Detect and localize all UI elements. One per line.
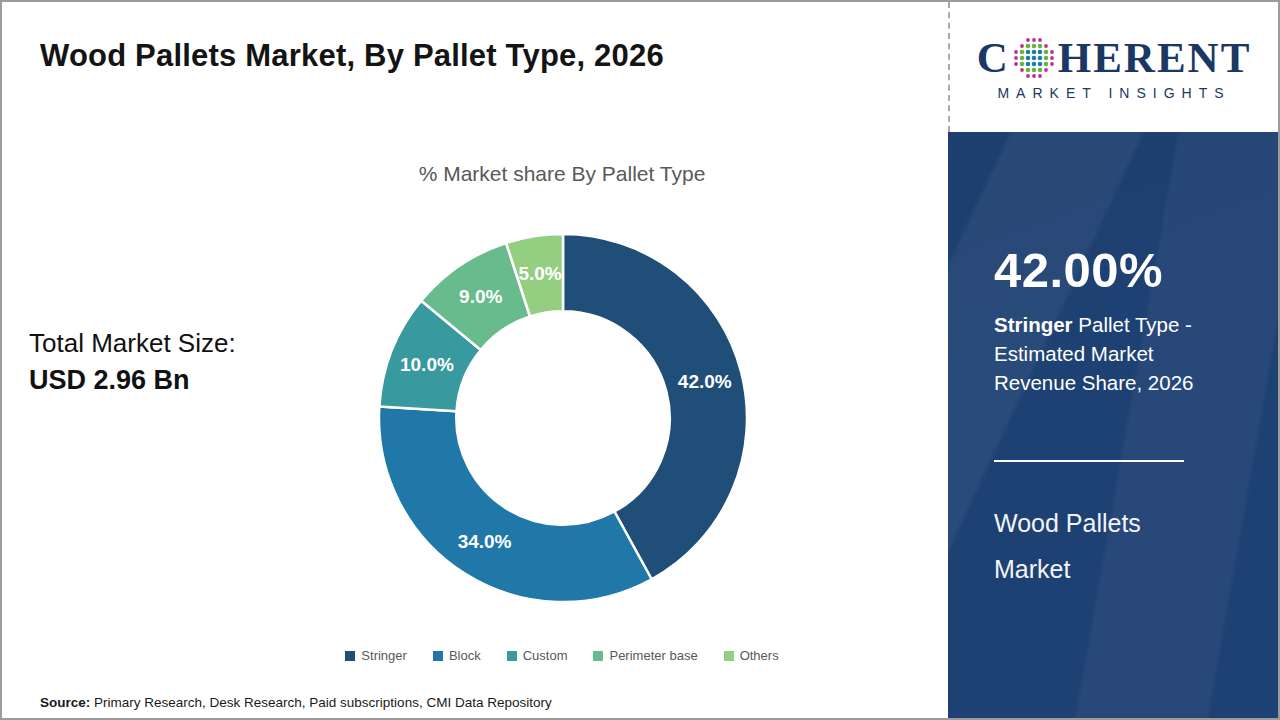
brand-logo: C HERENT MARKET INSIGHTS xyxy=(948,2,1278,132)
legend-label: Others xyxy=(740,648,779,663)
legend-label: Block xyxy=(449,648,481,663)
total-market-size-label: Total Market Size: xyxy=(29,328,236,359)
legend-item-block: Block xyxy=(433,648,481,663)
legend-label: Perimeter base xyxy=(609,648,697,663)
legend-swatch-icon xyxy=(593,651,603,661)
legend-label: Stringer xyxy=(361,648,407,663)
sidebar-market-name: Wood Pallets Market xyxy=(994,500,1174,593)
donut-chart-container: 42.0% 34.0% 10.0% 9.0% 5.0% xyxy=(377,232,749,604)
donut-label: 34.0% xyxy=(458,531,512,552)
legend-item-perimeter-base: Perimeter base xyxy=(593,648,697,663)
highlight-stat-block: 42.00% Stringer Pallet Type - Estimated … xyxy=(994,242,1234,397)
source-label: Source: xyxy=(40,695,90,710)
source-text: Primary Research, Desk Research, Paid su… xyxy=(90,695,551,710)
chart-title: % Market share By Pallet Type xyxy=(182,162,942,186)
donut-chart: 42.0% 34.0% 10.0% 9.0% 5.0% xyxy=(377,232,749,604)
legend-swatch-icon xyxy=(433,651,443,661)
slide: Wood Pallets Market, By Pallet Type, 202… xyxy=(0,0,1280,720)
legend-item-custom: Custom xyxy=(507,648,568,663)
legend-label: Custom xyxy=(523,648,568,663)
sidebar: C HERENT MARKET INSIGHTS 42.00% Stringer… xyxy=(948,2,1278,720)
dotted-globe-icon xyxy=(1012,36,1056,80)
source-note: Source: Primary Research, Desk Research,… xyxy=(40,695,552,710)
brand-letters-rest: HERENT xyxy=(1058,33,1252,82)
brand-logo-wordmark: C HERENT xyxy=(977,33,1252,82)
donut-label: 10.0% xyxy=(400,354,454,375)
legend-swatch-icon xyxy=(507,651,517,661)
legend-swatch-icon xyxy=(345,651,355,661)
highlight-stat-value: 42.00% xyxy=(994,242,1234,298)
donut-label: 9.0% xyxy=(459,286,502,307)
donut-label: 5.0% xyxy=(518,263,561,284)
total-market-size-value: USD 2.96 Bn xyxy=(29,365,236,396)
brand-letter-c: C xyxy=(977,33,1010,82)
total-market-size-block: Total Market Size: USD 2.96 Bn xyxy=(29,328,236,396)
chart-legend: Stringer Block Custom Perimeter base Others xyxy=(182,648,942,663)
page-title: Wood Pallets Market, By Pallet Type, 202… xyxy=(40,38,664,74)
donut-label: 42.0% xyxy=(678,371,732,392)
sidebar-divider xyxy=(994,460,1184,462)
brand-tagline: MARKET INSIGHTS xyxy=(997,85,1230,101)
legend-swatch-icon xyxy=(724,651,734,661)
legend-item-others: Others xyxy=(724,648,779,663)
donut-segment-block xyxy=(379,406,652,602)
highlight-stat-description: Stringer Pallet Type - Estimated Market … xyxy=(994,310,1209,397)
highlight-stat-segment: Stringer xyxy=(994,313,1073,336)
legend-item-stringer: Stringer xyxy=(345,648,407,663)
